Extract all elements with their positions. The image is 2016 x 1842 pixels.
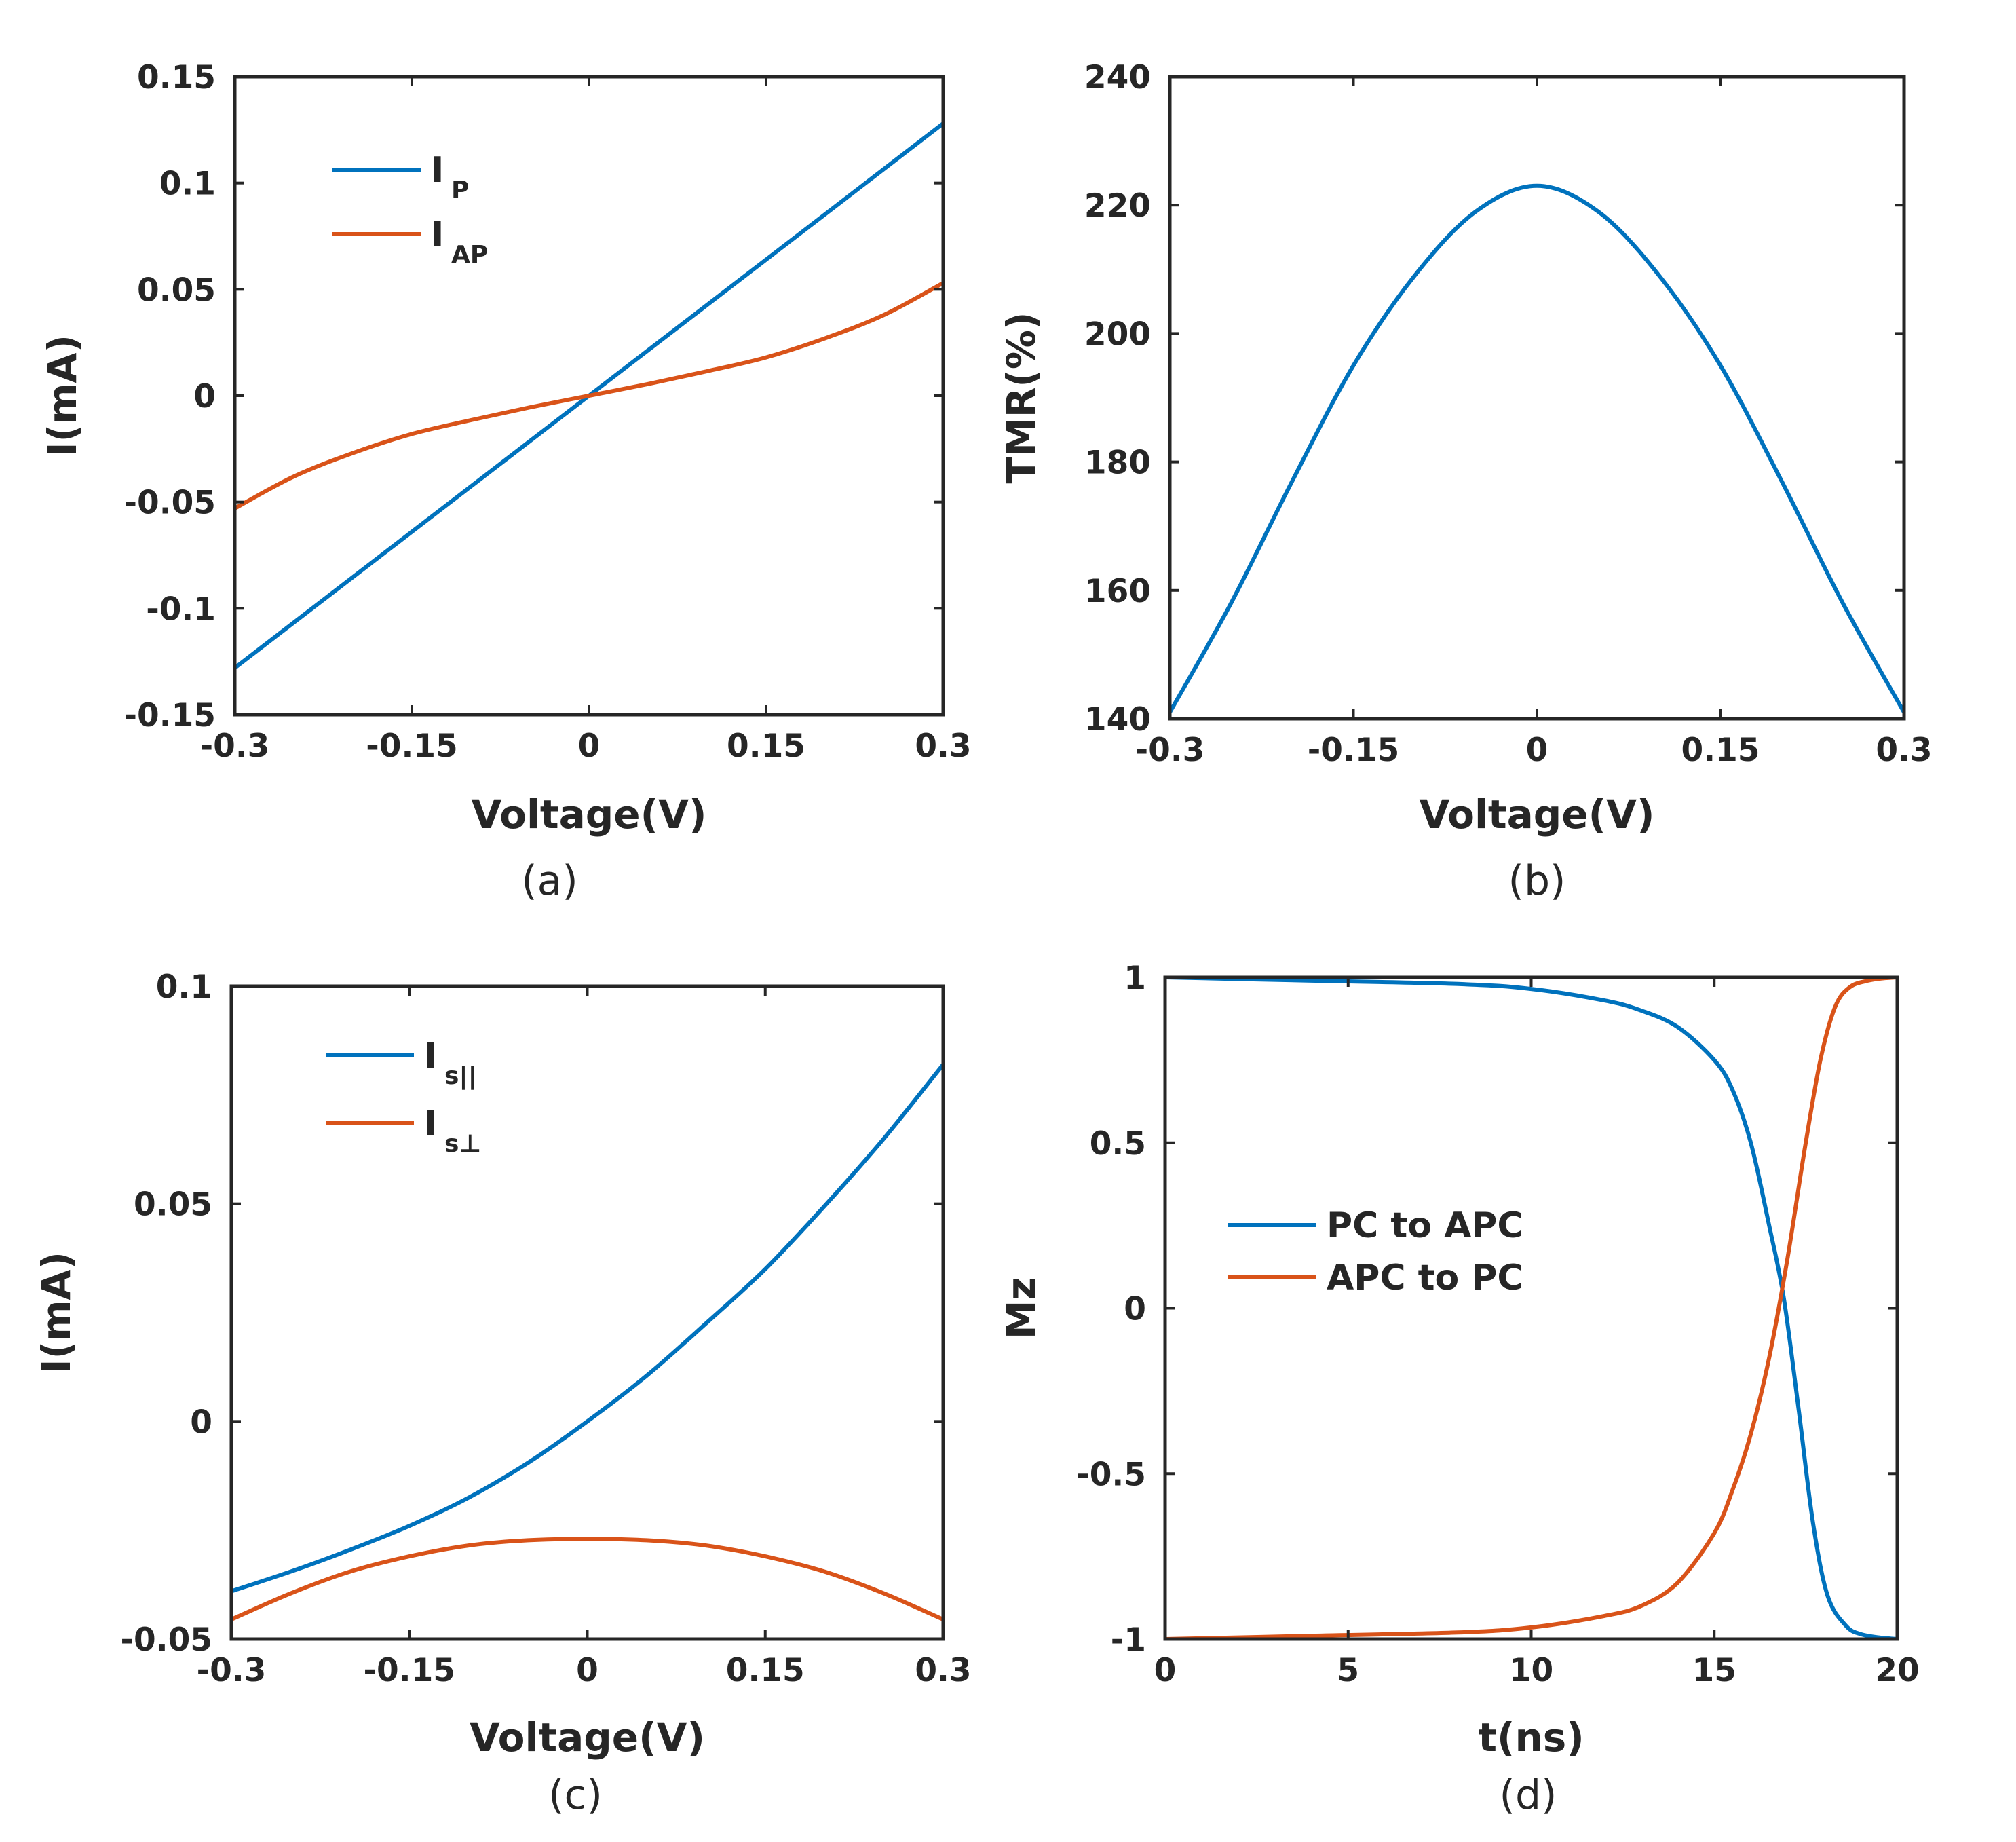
x-axis-label: t(ns) bbox=[1478, 1714, 1584, 1761]
axes-box bbox=[1163, 975, 1899, 1641]
x-axis-label: Voltage(V) bbox=[471, 791, 706, 838]
panel-b: -0.3 -0.15 0 0.15 0.3 140 160 180 200 220 240 Volta… bbox=[998, 59, 1933, 905]
x-tick-label: 20 bbox=[1875, 1652, 1919, 1689]
panel-caption: (c) bbox=[548, 1771, 603, 1819]
axes-box bbox=[229, 984, 945, 1641]
x-tick-label: 0.15 bbox=[726, 1652, 805, 1689]
y-tick-label: 0 bbox=[190, 1404, 212, 1441]
series-line-apctopc bbox=[1165, 977, 1897, 1639]
y-tick-label: -0.5 bbox=[1076, 1456, 1146, 1493]
x-tick-label: 15 bbox=[1692, 1652, 1736, 1689]
x-tick-label: -0.3 bbox=[197, 1652, 267, 1689]
legend-subscript: s|| bbox=[444, 1062, 477, 1090]
y-tick-label: 1 bbox=[1124, 960, 1146, 997]
y-tick-label: 180 bbox=[1084, 445, 1151, 482]
x-tick-label: -0.3 bbox=[1135, 732, 1205, 769]
x-tick-label: -0.15 bbox=[366, 728, 457, 765]
legend-subscript: s⊥ bbox=[444, 1130, 481, 1158]
legend-label: PC to APC bbox=[1327, 1205, 1523, 1246]
panel-caption: (b) bbox=[1508, 857, 1566, 905]
x-tick-label: 0 bbox=[1526, 732, 1548, 769]
y-axis-label: I(mA) bbox=[39, 335, 85, 457]
x-tick-label: 0.15 bbox=[727, 728, 805, 765]
panel-d: 0 5 10 15 20 -1 -0.5 0 0.5 1 t(ns) Mz (d) PC to APC AP… bbox=[998, 960, 1920, 1819]
legend: PC to APC APC to PC bbox=[1228, 1205, 1523, 1298]
y-axis-label: Mz bbox=[998, 1277, 1044, 1339]
x-tick-label: 0.3 bbox=[915, 728, 971, 765]
y-tick-label: 0 bbox=[1124, 1291, 1146, 1328]
y-tick-label: 200 bbox=[1084, 316, 1151, 353]
legend-subscript: P bbox=[451, 176, 469, 204]
x-tick-label: 0.15 bbox=[1681, 732, 1760, 769]
series-line-ap bbox=[235, 281, 943, 510]
y-tick-label: -0.15 bbox=[124, 697, 216, 734]
legend-label: APC to PC bbox=[1327, 1258, 1523, 1298]
axes-box bbox=[1168, 75, 1906, 721]
legend-label: I bbox=[431, 150, 444, 191]
y-tick-label: 0.05 bbox=[137, 271, 216, 309]
panel-a: -0.3 -0.15 0 0.15 0.3-0.15-0.1-0.0500.050.10… bbox=[39, 59, 972, 905]
y-tick-label: 0.15 bbox=[137, 59, 216, 96]
legend-subscript: AP bbox=[451, 241, 488, 269]
series-line-s bbox=[231, 1537, 943, 1621]
x-tick-label: -0.15 bbox=[364, 1652, 455, 1689]
y-tick-label: -1 bbox=[1111, 1621, 1146, 1659]
x-tick-label: 0 bbox=[1154, 1652, 1177, 1689]
x-tick-label: 0 bbox=[578, 728, 601, 765]
y-tick-label: 160 bbox=[1084, 573, 1151, 610]
legend-label: I bbox=[424, 1104, 437, 1144]
legend-label: I bbox=[431, 214, 444, 255]
panel-caption: (a) bbox=[521, 857, 578, 905]
y-tick-label: 240 bbox=[1084, 59, 1151, 96]
y-tick-label: 0.1 bbox=[156, 969, 212, 1006]
y-tick-label: 140 bbox=[1084, 701, 1151, 738]
x-tick-label: -0.15 bbox=[1308, 732, 1399, 769]
y-axis-label: I(mA) bbox=[33, 1252, 79, 1374]
y-tick-label: 0.5 bbox=[1090, 1125, 1146, 1163]
series-line-s bbox=[231, 1063, 943, 1594]
y-tick-label: -0.05 bbox=[121, 1621, 212, 1659]
x-tick-label: 0 bbox=[576, 1652, 598, 1689]
x-tick-label: 5 bbox=[1337, 1652, 1359, 1689]
panel-caption: (d) bbox=[1500, 1771, 1557, 1819]
legend: I PI AP bbox=[332, 150, 488, 269]
panel-c: -0.3 -0.15 0 0.15 0.3 -0.05 0 0.05 0.1 Voltage(V)… bbox=[33, 969, 972, 1819]
y-tick-label: -0.1 bbox=[146, 590, 216, 628]
x-axis-label: Voltage(V) bbox=[1419, 791, 1654, 838]
y-tick-label: 220 bbox=[1084, 187, 1151, 225]
x-tick-label: 0.3 bbox=[1876, 732, 1932, 769]
legend-label: I bbox=[424, 1036, 437, 1076]
y-tick-label: 0.05 bbox=[134, 1186, 212, 1224]
series-line-tmr bbox=[1170, 183, 1904, 713]
y-axis-label: TMR(%) bbox=[998, 312, 1044, 483]
series-line-pctoapc bbox=[1165, 977, 1897, 1639]
x-tick-label: 0.3 bbox=[915, 1652, 971, 1689]
x-tick-label: 10 bbox=[1509, 1652, 1553, 1689]
y-tick-label: 0.1 bbox=[159, 166, 216, 203]
x-axis-label: Voltage(V) bbox=[470, 1714, 705, 1761]
y-tick-label: 0 bbox=[193, 378, 216, 415]
x-tick-label: -0.3 bbox=[200, 728, 270, 765]
y-tick-label: -0.05 bbox=[124, 485, 216, 522]
